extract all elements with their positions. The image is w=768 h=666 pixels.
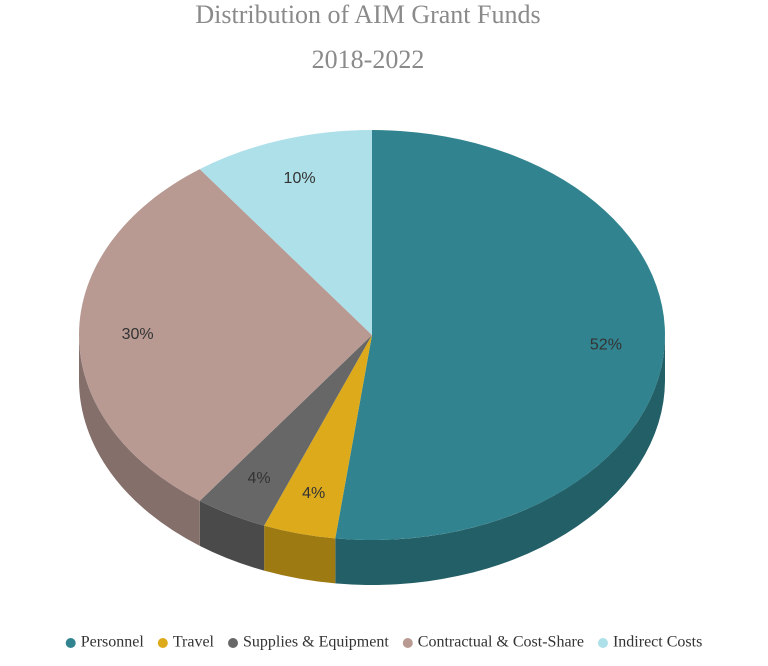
legend-marker xyxy=(597,638,608,648)
slice-side xyxy=(79,335,200,546)
legend: Personnel Travel Supplies & Equipment Contr… xyxy=(65,634,702,651)
slice xyxy=(264,335,372,539)
legend-label: Supplies & Equipment xyxy=(243,634,389,651)
legend-label: Contractual & Cost-Share xyxy=(418,634,584,651)
slice xyxy=(78,169,372,501)
legend-label: Travel xyxy=(173,634,215,651)
legend-marker xyxy=(402,638,413,648)
legend-marker xyxy=(228,638,238,648)
value-label: 4% xyxy=(248,470,271,487)
chart-title: Distribution of AIM Grant Funds xyxy=(195,0,540,29)
value-label: 30% xyxy=(122,326,154,343)
legend-label: Indirect Costs xyxy=(613,634,702,651)
legend-label: Personnel xyxy=(81,634,145,651)
legend-marker xyxy=(65,638,76,648)
value-label: 10% xyxy=(284,170,316,187)
slice xyxy=(335,130,665,540)
chart-subtitle: 2018-2022 xyxy=(312,45,425,74)
slice xyxy=(199,335,372,526)
value-label: 52% xyxy=(590,337,622,354)
slice-side xyxy=(199,500,265,571)
slice-side xyxy=(335,335,665,585)
slice-side xyxy=(264,525,336,584)
slice xyxy=(199,130,372,335)
value-label: 4% xyxy=(302,485,325,502)
legend-marker xyxy=(157,638,168,648)
